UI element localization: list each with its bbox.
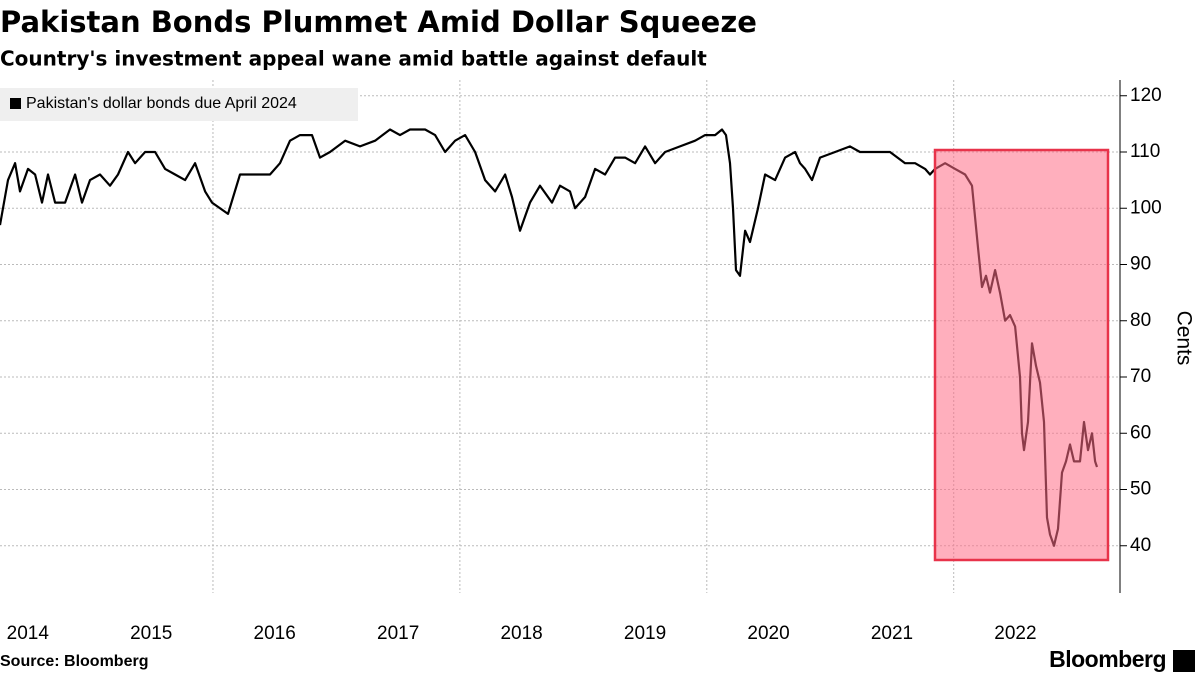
y-tick-label: 110 xyxy=(1130,141,1160,162)
x-tick-label: 2021 xyxy=(871,623,913,644)
series-line xyxy=(0,128,1099,547)
x-tick-label: 2016 xyxy=(254,623,296,644)
x-tick-label: 2019 xyxy=(624,623,666,644)
y-tick-label: 40 xyxy=(1130,535,1151,556)
x-tick-label: 2014 xyxy=(7,623,50,644)
source: Source: Bloomberg xyxy=(0,653,148,670)
x-tick-label: 2022 xyxy=(994,623,1036,644)
brand: Bloomberg xyxy=(1049,646,1166,672)
highlight-box xyxy=(933,148,1110,562)
y-tick-label: 60 xyxy=(1130,422,1151,443)
y-tick-label: 80 xyxy=(1130,310,1151,331)
x-tick-label: 2017 xyxy=(377,623,419,644)
y-tick-label: 120 xyxy=(1130,85,1162,106)
x-tick-label: 2020 xyxy=(747,623,789,644)
x-tick-label: 2018 xyxy=(500,623,542,644)
y-tick-label: 50 xyxy=(1130,479,1151,500)
brand-icon xyxy=(1173,650,1195,672)
legend-swatch xyxy=(10,98,21,109)
y-tick-label: 70 xyxy=(1130,366,1151,387)
x-tick-label: 2015 xyxy=(130,623,172,644)
y-axis-label: Cents xyxy=(1172,311,1195,366)
chart-subtitle: Country's investment appeal wane amid ba… xyxy=(0,47,707,71)
legend-label: Pakistan's dollar bonds due April 2024 xyxy=(26,95,297,112)
y-tick-label: 100 xyxy=(1130,197,1162,218)
chart-title: Pakistan Bonds Plummet Amid Dollar Squee… xyxy=(0,5,757,39)
grid xyxy=(0,80,1120,593)
lines xyxy=(0,128,1099,547)
y-tick-label: 90 xyxy=(1130,254,1151,275)
legend-box xyxy=(0,88,358,121)
